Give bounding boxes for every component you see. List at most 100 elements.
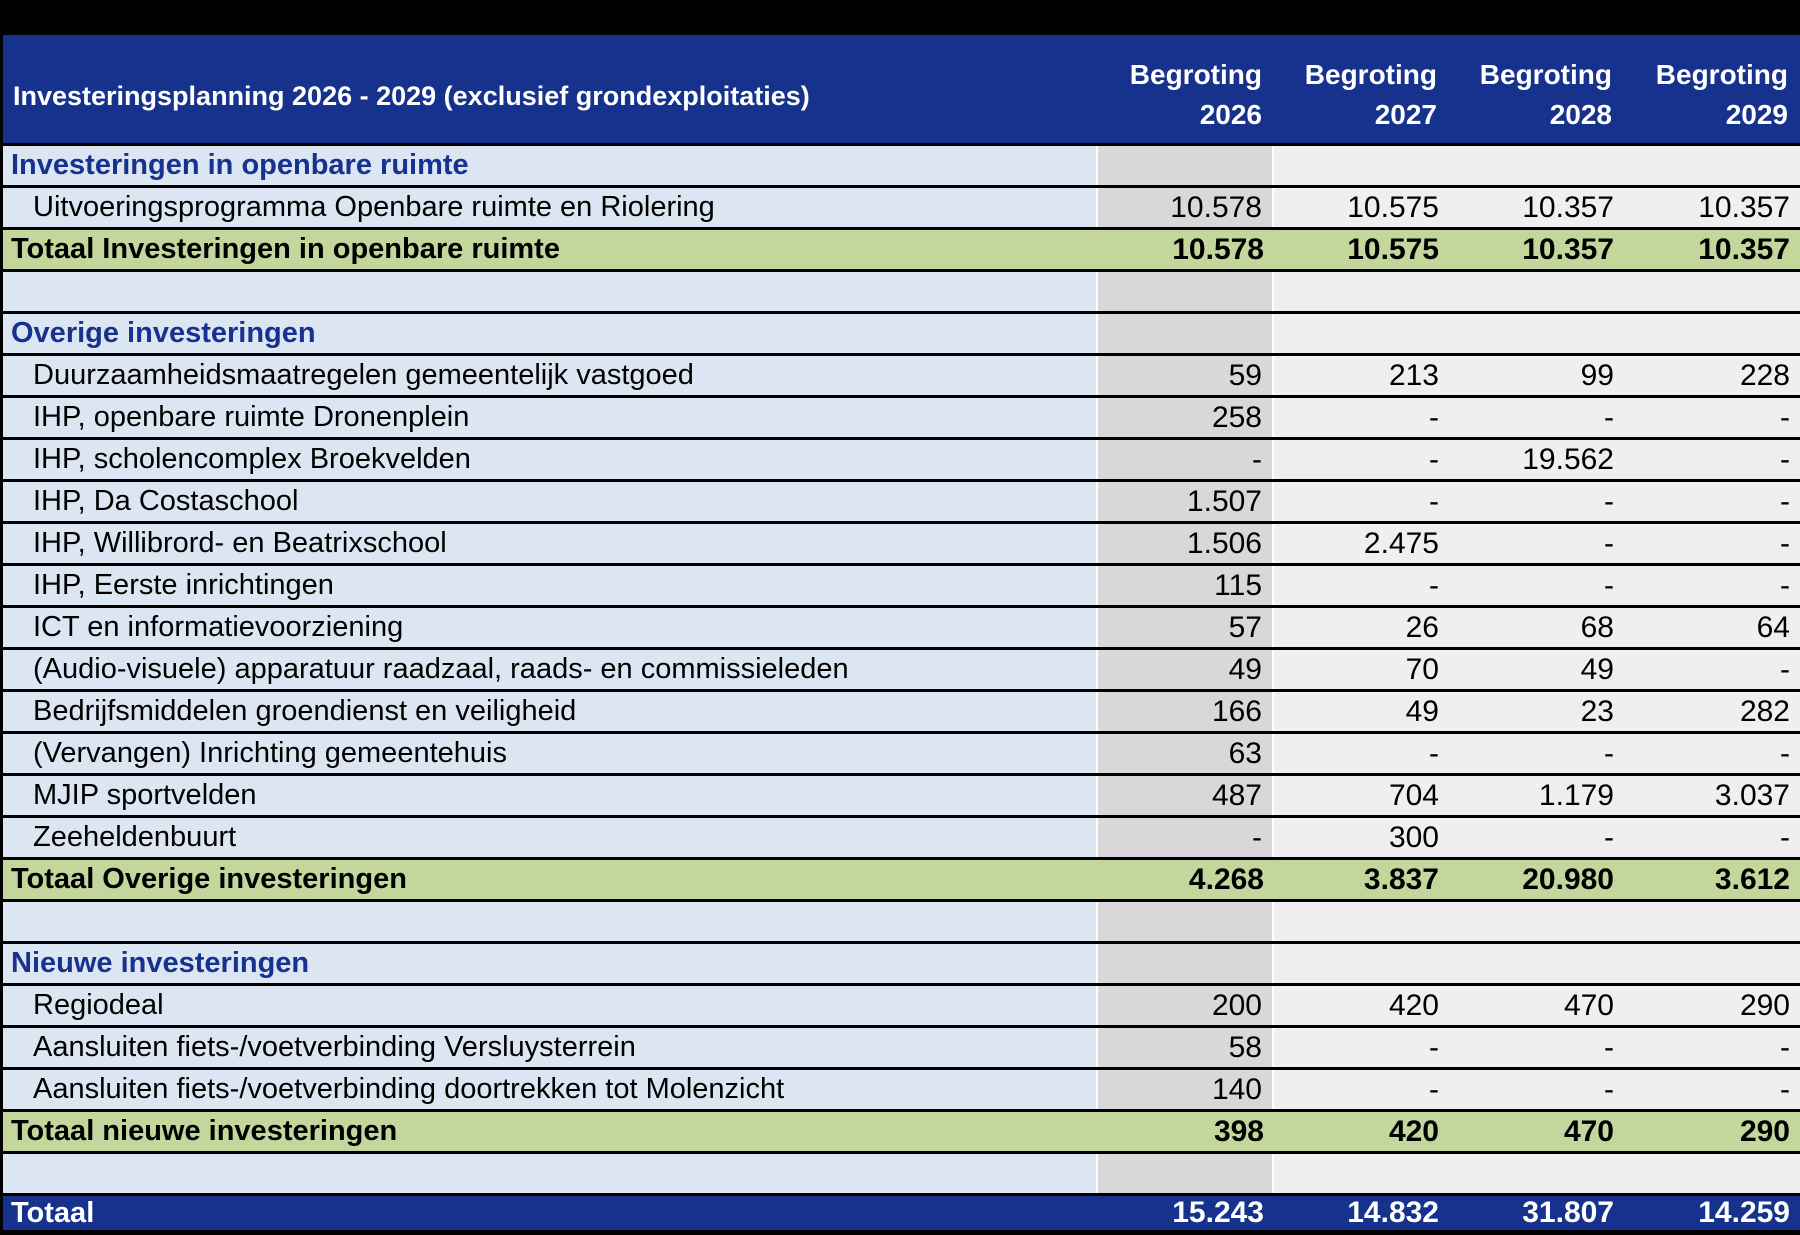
row-label: Bedrijfsmiddelen groendienst en veilighe… (3, 692, 1098, 731)
table-body: Investeringen in openbare ruimte Uitvoeri… (3, 146, 1800, 1193)
value-2027: 3.837 (1363, 862, 1439, 896)
grand-total-value-2026: 15.243 (1172, 1196, 1264, 1229)
row-label: (Audio-visuele) apparatuur raadzaal, raa… (3, 650, 1098, 689)
table-row: Zeeheldenbuurt -300- - (3, 818, 1800, 857)
value-2026: 57 (1098, 608, 1274, 647)
value-2029: 3.612 (1714, 862, 1790, 896)
value-2027: - (1274, 482, 1449, 521)
value-2026: 258 (1098, 398, 1274, 437)
value-2026: 1.507 (1098, 482, 1274, 521)
value-2028 (1449, 146, 1624, 185)
column-header-label: Begroting (1304, 59, 1437, 90)
value-2026 (1098, 1154, 1274, 1193)
column-header-year: 2028 (1549, 99, 1612, 130)
table-row: Bedrijfsmiddelen groendienst en veilighe… (3, 692, 1800, 731)
value-2027: 420 (1274, 986, 1449, 1025)
row-label: MJIP sportvelden (3, 776, 1098, 815)
value-2028: 23 (1449, 692, 1624, 731)
table-row: IHP, scholencomplex Broekvelden - -19.562- (3, 440, 1800, 479)
value-2029: - (1624, 440, 1800, 479)
value-2028: - (1449, 818, 1624, 857)
row-label: Overige investeringen (3, 314, 1098, 353)
column-header-begroting-2029: Begroting 2029 (1624, 35, 1800, 143)
value-2029 (1624, 1154, 1800, 1193)
value-2028: 68 (1449, 608, 1624, 647)
row-label: Nieuwe investeringen (3, 944, 1098, 983)
column-header-label: Begroting (1655, 59, 1788, 90)
row-label: Duurzaamheidsmaatregelen gemeentelijk va… (3, 356, 1098, 395)
table-row: IHP, openbare ruimte Dronenplein 258- - - (3, 398, 1800, 437)
grand-total-label: Totaal (11, 1196, 95, 1229)
value-2028: - (1449, 566, 1624, 605)
column-header-label: Begroting (1129, 59, 1262, 90)
value-2029: - (1624, 482, 1800, 521)
row-label (3, 272, 1098, 311)
value-2026: 115 (1098, 566, 1274, 605)
grand-total-value-2028: 31.807 (1522, 1196, 1614, 1229)
row-label: IHP, scholencomplex Broekvelden (3, 440, 1098, 479)
spacer-row (3, 902, 1800, 941)
value-2029: 228 (1624, 356, 1800, 395)
value-2029: - (1624, 398, 1800, 437)
value-2028: 470 (1563, 1114, 1614, 1148)
value-2026: 10.578 (1172, 232, 1264, 266)
value-2029: - (1624, 524, 1800, 563)
row-label: IHP, Willibrord- en Beatrixschool (3, 524, 1098, 563)
value-2027: - (1274, 566, 1449, 605)
row-label (3, 902, 1098, 941)
column-header-begroting-2026: Begroting 2026 (1098, 35, 1274, 143)
column-header-begroting-2028: Begroting 2028 (1449, 35, 1624, 143)
section-total-row: Totaal nieuwe investeringen 398 420 470 290 (3, 1112, 1800, 1151)
value-2028: 99 (1449, 356, 1624, 395)
grand-total-value-2029: 14.259 (1698, 1196, 1790, 1229)
grand-total-row: Totaal 15.243 14.832 31.807 14.259 (3, 1196, 1800, 1230)
value-2029: - (1624, 650, 1800, 689)
value-2027: 2.475 (1274, 524, 1449, 563)
value-2027: - (1274, 1028, 1449, 1067)
investment-planning-table: Investeringsplanning 2026 - 2029 (exclus… (3, 35, 1800, 1230)
value-2027: 300 (1274, 818, 1449, 857)
table-row: Aansluiten fiets-/voetverbinding doortre… (3, 1070, 1800, 1109)
row-label: Totaal Investeringen in openbare ruimte (11, 233, 560, 265)
value-2029: - (1624, 1028, 1800, 1067)
row-label: Aansluiten fiets-/voetverbinding Versluy… (3, 1028, 1098, 1067)
section-header-row: Nieuwe investeringen (3, 944, 1800, 983)
table-row: (Vervangen) Inrichting gemeentehuis 63- - - (3, 734, 1800, 773)
value-2029 (1624, 314, 1800, 353)
table-row: IHP, Da Costaschool 1.507- - - (3, 482, 1800, 521)
value-2029: - (1624, 734, 1800, 773)
value-2026 (1098, 902, 1274, 941)
value-2028 (1449, 944, 1624, 983)
value-2026: 49 (1098, 650, 1274, 689)
table-row: Regiodeal 200 420 470 290 (3, 986, 1800, 1025)
grand-total-value-2027: 14.832 (1347, 1196, 1439, 1229)
row-label: (Vervangen) Inrichting gemeentehuis (3, 734, 1098, 773)
row-label: IHP, Eerste inrichtingen (3, 566, 1098, 605)
value-2027: 49 (1274, 692, 1449, 731)
value-2026: 4.268 (1188, 862, 1264, 896)
table-row: MJIP sportvelden 487 704 1.179 3.037 (3, 776, 1800, 815)
value-2026 (1098, 944, 1274, 983)
table-title: Investeringsplanning 2026 - 2029 (exclus… (13, 80, 810, 111)
section-header-row: Investeringen in openbare ruimte (3, 146, 1800, 185)
table-row: Aansluiten fiets-/voetverbinding Versluy… (3, 1028, 1800, 1067)
value-2029: 10.357 (1624, 188, 1800, 227)
value-2028: 19.562 (1449, 440, 1624, 479)
value-2028: - (1449, 734, 1624, 773)
value-2026: - (1098, 440, 1274, 479)
value-2027: - (1274, 1070, 1449, 1109)
value-2028: 10.357 (1522, 232, 1614, 266)
value-2028 (1449, 272, 1624, 311)
row-label: ICT en informatievoorziening (3, 608, 1098, 647)
row-label: Uitvoeringsprogramma Openbare ruimte en … (3, 188, 1098, 227)
row-label: Regiodeal (3, 986, 1098, 1025)
value-2028 (1449, 1154, 1624, 1193)
value-2026: 59 (1098, 356, 1274, 395)
section-total-row: Totaal Overige investeringen 4.268 3.837 20… (3, 860, 1800, 899)
table-row: (Audio-visuele) apparatuur raadzaal, raa… (3, 650, 1800, 689)
value-2026 (1098, 314, 1274, 353)
value-2029: - (1624, 566, 1800, 605)
value-2028: 10.357 (1449, 188, 1624, 227)
value-2027 (1274, 944, 1449, 983)
table-row: ICT en informatievoorziening 57 26 68 64 (3, 608, 1800, 647)
